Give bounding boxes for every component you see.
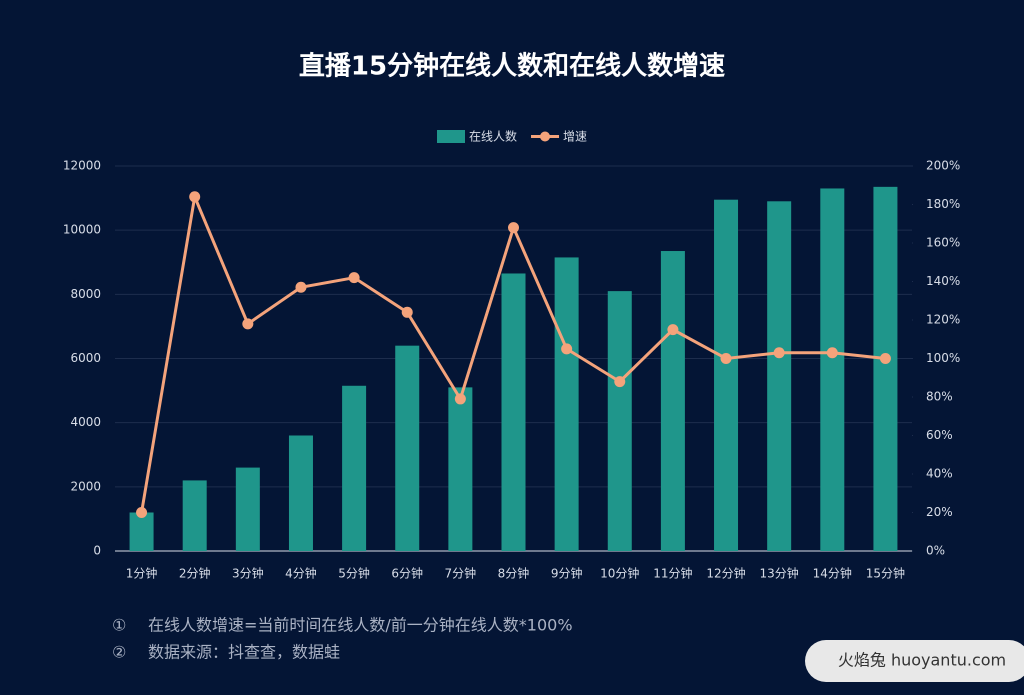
line-point <box>720 353 732 364</box>
line-point <box>348 272 360 284</box>
y-tick-label: 2000 <box>70 479 101 493</box>
y2-tick-label: 80% <box>926 390 953 404</box>
x-tick-label: 5分钟 <box>338 566 370 581</box>
line-point <box>136 507 148 518</box>
legend-label: 在线人数 <box>469 129 517 144</box>
x-tick-label: 4分钟 <box>285 566 317 581</box>
note-marker: ② <box>112 643 126 662</box>
x-tick-label: 1分钟 <box>126 566 158 581</box>
x-tick-label: 13分钟 <box>760 566 799 581</box>
y2-tick-label: 120% <box>926 313 960 327</box>
x-tick-label: 12分钟 <box>706 566 745 581</box>
note-marker: ① <box>112 616 126 635</box>
bar <box>129 512 154 551</box>
line-point <box>773 347 785 359</box>
y2-tick-label: 180% <box>926 197 960 211</box>
line-point <box>508 222 519 234</box>
x-tick-label: 15分钟 <box>866 566 905 581</box>
line-point <box>614 376 626 388</box>
line-point <box>454 393 466 405</box>
x-tick-label: 3分钟 <box>232 566 264 581</box>
x-tick-label: 2分钟 <box>179 566 211 581</box>
x-tick-label: 10分钟 <box>600 566 639 581</box>
badge-bg <box>805 640 1024 682</box>
y-tick-label: 4000 <box>70 415 101 429</box>
bar <box>554 257 579 551</box>
line-point <box>879 353 891 364</box>
legend-swatch <box>437 130 465 143</box>
bar <box>873 186 898 551</box>
y-tick-label: 6000 <box>70 351 101 365</box>
x-tick-label: 6分钟 <box>391 566 423 581</box>
note-text: 在线人数增速=当前时间在线人数/前一分钟在线人数*100% <box>148 616 573 635</box>
bar <box>235 467 260 551</box>
y2-tick-label: 200% <box>926 159 960 173</box>
bar <box>607 291 632 551</box>
y2-tick-label: 40% <box>926 467 953 481</box>
line-point <box>561 343 573 355</box>
y-tick-label: 12000 <box>63 159 101 173</box>
line-point <box>401 306 413 318</box>
legend-label: 增速 <box>563 130 587 144</box>
y2-tick-label: 100% <box>926 351 960 365</box>
y2-tick-label: 0% <box>926 544 945 558</box>
note-text: 数据来源：抖查查，数据蛙 <box>148 643 340 662</box>
bar <box>714 199 739 551</box>
badge: 火焰兔 huoyantu.com <box>838 651 1006 670</box>
line-point <box>667 324 679 336</box>
x-tick-label: 8分钟 <box>498 566 530 581</box>
y2-tick-label: 160% <box>926 236 960 250</box>
bar <box>288 435 313 551</box>
x-tick-label: 14分钟 <box>813 566 852 581</box>
bar <box>660 251 685 552</box>
legend-swatch <box>540 131 551 142</box>
y2-tick-label: 20% <box>926 505 953 519</box>
x-tick-label: 7分钟 <box>445 566 477 581</box>
y-tick-label: 8000 <box>70 287 101 301</box>
line-point <box>189 191 201 203</box>
bar <box>501 273 526 551</box>
y2-tick-label: 60% <box>926 428 953 442</box>
bar <box>448 387 473 551</box>
line-point <box>826 347 838 359</box>
bar <box>182 480 207 551</box>
bar <box>767 201 792 551</box>
line-point <box>295 281 307 293</box>
x-tick-label: 11分钟 <box>653 566 692 581</box>
x-tick-label: 9分钟 <box>551 566 583 581</box>
bar <box>342 385 367 551</box>
line-point <box>242 318 254 330</box>
bar <box>820 188 845 552</box>
bar <box>395 345 420 551</box>
y-tick-label: 0 <box>93 544 101 558</box>
y2-tick-label: 140% <box>926 274 960 288</box>
chart-title: 直播15分钟在线人数和在线人数增速 <box>299 51 725 82</box>
y-tick-label: 10000 <box>63 223 101 237</box>
